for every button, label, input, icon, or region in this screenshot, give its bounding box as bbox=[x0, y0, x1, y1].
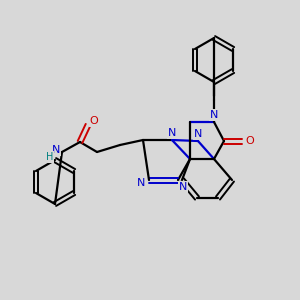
Text: N: N bbox=[179, 182, 187, 192]
Text: O: O bbox=[90, 116, 98, 126]
Text: O: O bbox=[246, 136, 254, 146]
Text: N: N bbox=[194, 129, 202, 139]
Text: N: N bbox=[137, 178, 145, 188]
Text: N: N bbox=[210, 110, 218, 120]
Text: H: H bbox=[46, 152, 54, 162]
Text: N: N bbox=[168, 128, 176, 138]
Text: N: N bbox=[52, 145, 60, 155]
